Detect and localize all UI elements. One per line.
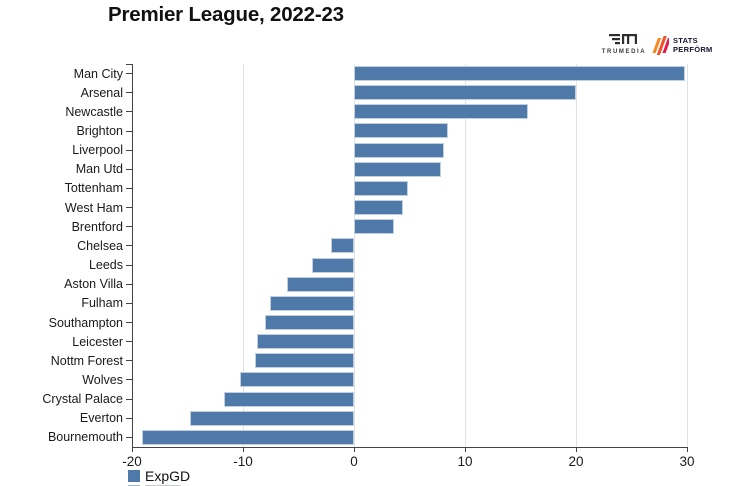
y-tick-label: Brighton [76, 124, 123, 139]
y-tick-label: Liverpool [72, 143, 123, 158]
x-tick-label: -20 [122, 454, 142, 469]
y-axis-tick [126, 302, 132, 304]
y-tick-label: West Ham [64, 200, 123, 215]
y-tick-label: Crystal Palace [42, 392, 123, 407]
bar [141, 429, 354, 445]
bar [354, 123, 449, 139]
y-axis-tick [126, 92, 132, 94]
x-axis-line [132, 447, 688, 448]
y-axis-tick [126, 322, 132, 324]
bar [354, 200, 403, 216]
gridline [243, 64, 244, 447]
trumedia-logo: TRUMEDIA [598, 32, 650, 55]
statsperform-icon [652, 36, 669, 55]
y-axis-tick [126, 417, 132, 419]
bar [354, 161, 441, 177]
x-tick-label: 0 [350, 454, 358, 469]
x-tick-label: -10 [233, 454, 253, 469]
y-tick-label: Wolves [82, 372, 123, 387]
gridline [576, 64, 577, 447]
y-tick-label: Nottm Forest [50, 353, 123, 368]
y-tick-label: Brentford [71, 219, 123, 234]
y-axis-top-tick [126, 64, 132, 65]
bar [354, 104, 529, 120]
bar [354, 85, 576, 101]
bar [255, 353, 354, 369]
y-tick-label: Tottenham [64, 181, 123, 196]
y-axis-tick [126, 226, 132, 228]
bar [287, 276, 354, 292]
statsperform-line2: PERFÖRM [673, 44, 713, 54]
bar [239, 372, 354, 388]
bar [224, 391, 354, 407]
x-axis-tick [243, 447, 244, 452]
x-axis-tick [687, 447, 688, 452]
x-tick-label: 30 [679, 454, 695, 469]
y-tick-label: Everton [79, 411, 123, 426]
y-axis-tick [126, 168, 132, 170]
legend: ExpGD [128, 468, 190, 484]
y-axis-tick [126, 436, 132, 438]
x-tick-label: 10 [457, 454, 473, 469]
gridline [354, 64, 355, 447]
x-tick-label: 20 [568, 454, 584, 469]
legend-label: ExpGD [145, 468, 191, 484]
y-tick-label: Man Utd [75, 162, 123, 177]
y-tick-label: Southampton [48, 315, 123, 330]
y-axis-tick [126, 207, 132, 209]
bar [265, 314, 354, 330]
bar [269, 295, 354, 311]
y-axis-tick [126, 379, 132, 381]
gridline [465, 64, 466, 447]
trumedia-icon [609, 34, 637, 45]
y-axis-tick [126, 398, 132, 400]
statsperform-line1: STATS [673, 36, 698, 45]
y-axis-tick [126, 130, 132, 132]
y-axis-tick [126, 264, 132, 266]
y-axis-tick [126, 111, 132, 113]
y-tick-label: Arsenal [80, 85, 123, 100]
y-tick-label: Aston Villa [64, 277, 123, 292]
statsperform-wordmark: STATS PERFÖRM [673, 36, 713, 54]
y-tick-label: Chelsea [77, 238, 123, 253]
y-axis-tick [126, 341, 132, 343]
bar [354, 66, 685, 81]
statsperform-logo: STATS PERFÖRM [652, 35, 713, 56]
y-axis-tick [126, 283, 132, 285]
y-axis-tick [126, 73, 132, 75]
legend-swatch [128, 470, 140, 482]
y-tick-label: Leicester [72, 334, 123, 349]
x-axis-tick [354, 447, 355, 452]
x-axis-tick [132, 447, 133, 452]
chart-title: Premier League, 2022-23 [108, 3, 344, 26]
y-tick-label: Fulham [81, 296, 123, 311]
y-axis-tick [126, 149, 132, 151]
bar [257, 334, 354, 350]
y-axis-tick [126, 245, 132, 247]
gridline [687, 64, 688, 447]
y-tick-label: Leeds [88, 258, 123, 273]
bar [354, 142, 444, 158]
y-tick-label: Newcastle [65, 104, 123, 119]
bar [354, 219, 394, 235]
bar [354, 180, 409, 196]
bar [330, 238, 354, 254]
y-tick-label: Man City [73, 66, 123, 81]
y-tick-label: Bournemouth [47, 430, 123, 445]
bar [189, 410, 354, 426]
x-axis-tick [576, 447, 577, 452]
x-axis-tick [465, 447, 466, 452]
bar [311, 257, 354, 273]
y-axis-line [132, 64, 133, 447]
trumedia-wordmark: TRUMEDIA [601, 49, 647, 55]
y-axis-tick [126, 360, 132, 362]
y-axis-tick [126, 187, 132, 189]
